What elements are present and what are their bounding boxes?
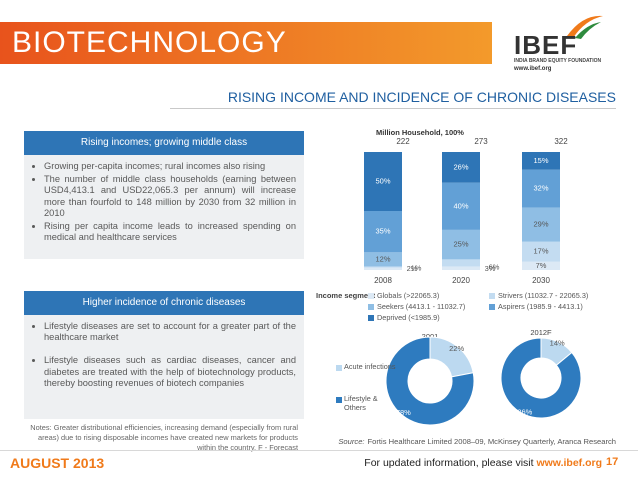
legend-swatch xyxy=(489,293,495,299)
pie-title: 2001 xyxy=(422,332,439,341)
x-tick-label: 2030 xyxy=(532,276,550,285)
bar-segment xyxy=(442,266,480,270)
legend-label: Strivers (11032.7 - 22065.3) xyxy=(498,291,588,300)
panel-heading: Higher incidence of chronic diseases xyxy=(24,291,304,315)
bullet: Rising per capita income leads to increa… xyxy=(44,221,296,243)
cta-link[interactable]: www.ibef.org xyxy=(536,457,602,469)
bar-segment xyxy=(522,207,560,242)
bar-segment xyxy=(442,259,480,267)
legend-label: Globals (>22065.3) xyxy=(377,291,439,300)
legend-swatch xyxy=(368,304,374,310)
subtitle: RISING INCOME AND INCIDENCE OF CHRONIC D… xyxy=(227,89,616,105)
bar-segment xyxy=(522,241,560,262)
source: Source: Fortis Healthcare Limited 2008–09… xyxy=(316,437,616,446)
value-label: 22% xyxy=(449,344,464,353)
legend-swatch xyxy=(368,293,374,299)
chart-title: Million Household, 100% xyxy=(376,128,464,137)
legend-swatch xyxy=(368,315,374,321)
value-label: 26% xyxy=(453,162,468,171)
panel: Rising incomes; growing middle class Gro… xyxy=(24,131,304,259)
bar-segment xyxy=(442,152,480,183)
value-label: 14% xyxy=(550,339,565,348)
value-label: 29% xyxy=(533,220,548,229)
value-label: 3% xyxy=(485,264,496,273)
bullet: The number of middle class households (e… xyxy=(44,174,296,219)
bullet: Lifestyle diseases are set to account fo… xyxy=(44,321,296,343)
value-label: 50% xyxy=(375,176,390,185)
value-label: 25% xyxy=(453,240,468,249)
legend-label: Acute infections xyxy=(344,362,396,371)
bar-segment xyxy=(364,266,402,268)
panel-heading: Rising incomes; growing middle class xyxy=(24,131,304,155)
value-label: 6% xyxy=(489,262,500,271)
bar-segment xyxy=(442,229,480,260)
bullet: Growing per-capita incomes; rural income… xyxy=(44,161,296,172)
value-label: 35% xyxy=(375,227,390,236)
legend-label: Seekers (4413.1 - 11032.7) xyxy=(377,302,465,311)
value-label: 1% xyxy=(411,264,422,273)
legend-swatch xyxy=(336,397,342,403)
slide-title: BIOTECHNOLOGY xyxy=(12,26,287,59)
value-label: 78% xyxy=(396,408,411,417)
notes: Notes: Greater distributional efficienci… xyxy=(30,423,298,452)
legend-swatch xyxy=(489,304,495,310)
logo-tagline: INDIA BRAND EQUITY FOUNDATION xyxy=(514,58,602,64)
value-label: 12% xyxy=(375,254,390,263)
legend-label: Aspirers (1985.9 - 4413.1) xyxy=(498,302,583,311)
total-label: 222 xyxy=(396,137,410,146)
bar-segment xyxy=(364,152,402,211)
source-label: Source: xyxy=(338,437,365,446)
legend-label: Lifestyle & Others xyxy=(344,394,378,412)
bar-segment xyxy=(364,252,402,267)
source-text: Fortis Healthcare Limited 2008–09, McKin… xyxy=(367,437,616,446)
legend-label: Deprived (<1985.9) xyxy=(377,313,440,322)
x-tick-label: 2020 xyxy=(452,276,470,285)
divider xyxy=(170,108,616,109)
pie-title: 2012F xyxy=(530,328,552,337)
legend-title: Income segment xyxy=(316,291,376,300)
bullet: Lifestyle diseases such as cardiac disea… xyxy=(44,355,296,389)
logo-mark xyxy=(567,15,603,39)
value-label: 32% xyxy=(533,184,548,193)
x-tick-label: 2008 xyxy=(374,276,392,285)
pie-slice xyxy=(500,337,582,419)
bar-segment xyxy=(522,169,560,208)
page-number: 17 xyxy=(606,456,619,468)
pie-slice xyxy=(385,336,475,426)
panel: Higher incidence of chronic diseases Lif… xyxy=(24,291,304,419)
logo: IBEF xyxy=(514,30,578,60)
bar-segment xyxy=(522,261,560,270)
bar-segment xyxy=(364,211,402,253)
date: AUGUST 2013 xyxy=(10,455,105,471)
title-band xyxy=(0,22,492,64)
bullet-list: Growing per-capita incomes; rural income… xyxy=(24,161,296,243)
total-label: 273 xyxy=(474,137,488,146)
logo-url: www.ibef.org xyxy=(514,66,552,72)
bullet-list: Lifestyle diseases are set to account fo… xyxy=(24,321,296,389)
divider xyxy=(0,450,638,451)
cta-text: For updated information, please visit xyxy=(364,457,534,469)
total-label: 322 xyxy=(554,137,568,146)
legend-box: Acute infections xyxy=(344,362,396,371)
value-label: 86% xyxy=(517,407,532,416)
value-label: 40% xyxy=(453,201,468,210)
value-label: 17% xyxy=(533,247,548,256)
legend-box: Lifestyle & Others xyxy=(344,394,378,412)
bar-segment xyxy=(522,152,560,170)
bar-segment xyxy=(442,182,480,230)
bar-segment xyxy=(364,267,402,270)
value-label: 7% xyxy=(536,261,547,270)
legend-swatch xyxy=(336,365,342,371)
value-label: 2% xyxy=(407,264,418,273)
cta[interactable]: For updated information, please visit ww… xyxy=(330,457,602,469)
value-label: 15% xyxy=(533,156,548,165)
